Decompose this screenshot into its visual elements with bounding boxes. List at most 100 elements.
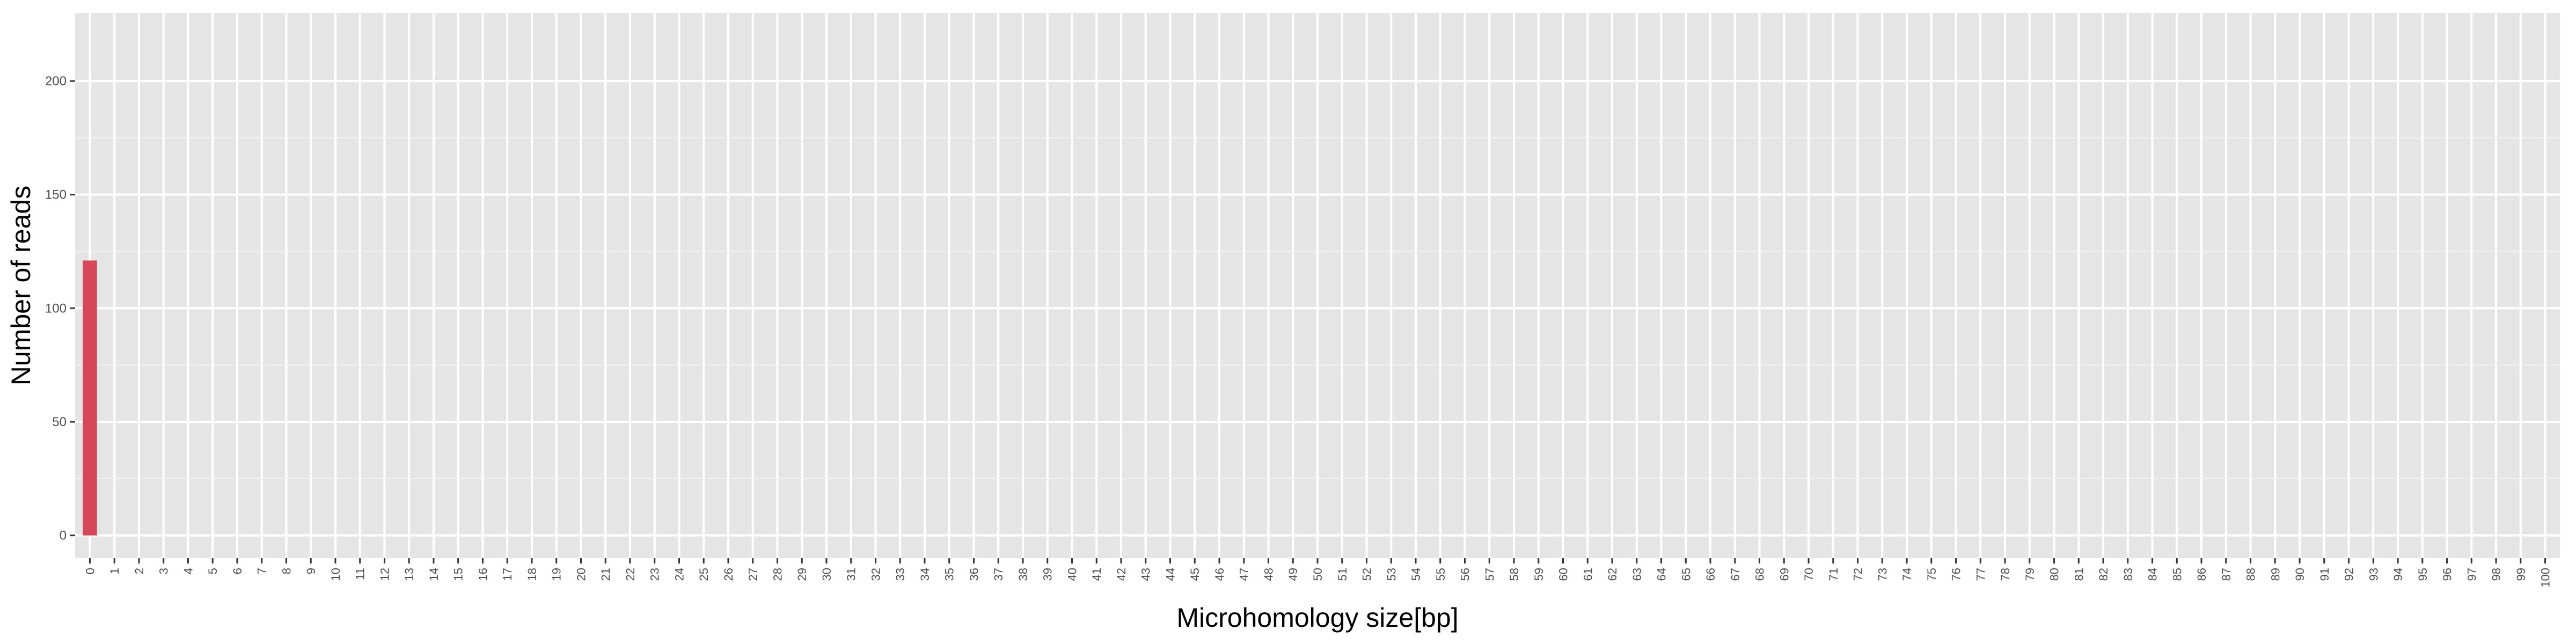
x-tick-label: 88 (2244, 568, 2258, 581)
x-tick-label: 52 (1360, 568, 1374, 581)
x-tick-label: 79 (2023, 568, 2037, 581)
x-tick-label: 7 (255, 568, 269, 574)
x-tick-label: 84 (2146, 568, 2160, 581)
x-tick-label: 5 (206, 568, 219, 574)
x-tick-label: 13 (402, 568, 416, 581)
x-tick-label: 44 (1163, 568, 1177, 581)
x-tick-label: 82 (2097, 568, 2110, 581)
x-tick-label: 15 (452, 568, 465, 581)
x-tick-label: 50 (1311, 568, 1324, 581)
x-tick-label: 66 (1704, 568, 1717, 581)
x-tick-label: 6 (231, 568, 244, 574)
x-tick-label: 35 (943, 568, 956, 581)
x-tick-label: 21 (599, 568, 612, 581)
x-tick-label: 89 (2268, 568, 2282, 581)
x-tick-label: 71 (1827, 568, 1840, 581)
x-tick-label: 97 (2465, 568, 2478, 581)
x-tick-label: 55 (1434, 568, 1447, 581)
x-tick-label: 23 (648, 568, 662, 581)
x-tick-label: 78 (1999, 568, 2012, 581)
x-tick-label: 20 (574, 568, 588, 581)
y-tick-label: 0 (60, 529, 67, 543)
x-tick-label: 27 (747, 568, 760, 581)
x-axis: 0 1 2 3 4 5 6 7 8 9 10 11 12 13 14 15 16 17 18 19 20 21 22 23 24… (83, 558, 2552, 588)
x-axis-title: Microhomology size[bp] (1176, 603, 1458, 633)
x-tick-label: 45 (1188, 568, 1202, 581)
y-tick-label: 200 (45, 74, 67, 89)
x-tick-label: 65 (1679, 568, 1693, 581)
x-tick-label: 58 (1507, 568, 1521, 581)
x-tick-label: 56 (1459, 568, 1472, 581)
x-tick-label: 36 (967, 568, 980, 581)
x-tick-label: 57 (1483, 568, 1496, 581)
x-tick-label: 85 (2170, 568, 2184, 581)
x-tick-label: 61 (1581, 568, 1594, 581)
x-tick-label: 70 (1802, 568, 1816, 581)
x-tick-label: 3 (157, 568, 171, 574)
x-tick-label: 1 (108, 568, 121, 574)
x-tick-label: 43 (1139, 568, 1153, 581)
x-tick-label: 76 (1950, 568, 1963, 581)
x-tick-label: 38 (1016, 568, 1030, 581)
x-tick-label: 16 (476, 568, 489, 581)
x-tick-label: 74 (1900, 568, 1914, 581)
x-tick-label: 29 (795, 568, 809, 581)
x-tick-label: 10 (329, 568, 342, 581)
x-tick-label: 19 (550, 568, 564, 581)
x-tick-label: 67 (1729, 568, 1742, 581)
x-tick-label: 30 (820, 568, 833, 581)
x-tick-label: 42 (1115, 568, 1128, 581)
x-tick-label: 90 (2293, 568, 2307, 581)
x-tick-label: 4 (181, 568, 195, 574)
x-tick-label: 24 (672, 568, 686, 581)
x-tick-label: 94 (2391, 568, 2405, 581)
y-tick-label: 150 (45, 188, 67, 202)
x-tick-label: 48 (1262, 568, 1275, 581)
x-tick-label: 77 (1974, 568, 1987, 581)
x-tick-label: 96 (2441, 568, 2454, 581)
x-tick-label: 17 (501, 568, 514, 581)
x-tick-label: 28 (771, 568, 784, 581)
x-tick-label: 87 (2220, 568, 2233, 581)
x-tick-label: 80 (2048, 568, 2061, 581)
x-tick-label: 14 (427, 568, 441, 581)
x-tick-label: 75 (1925, 568, 1938, 581)
y-axis: 0 50 100 150 200 (45, 74, 75, 543)
x-tick-label: 95 (2416, 568, 2429, 581)
x-tick-label: 22 (624, 568, 637, 581)
x-tick-label: 25 (697, 568, 711, 581)
x-tick-label: 69 (1777, 568, 1791, 581)
x-tick-label: 11 (354, 568, 367, 580)
x-tick-label: 39 (1041, 568, 1055, 581)
y-tick-label: 50 (52, 415, 67, 429)
x-tick-label: 12 (378, 568, 391, 581)
x-tick-label: 37 (992, 568, 1005, 581)
x-tick-label: 0 (83, 568, 97, 574)
x-tick-label: 51 (1336, 568, 1349, 581)
x-tick-label: 59 (1532, 568, 1546, 581)
x-tick-label: 60 (1557, 568, 1570, 581)
x-tick-label: 33 (894, 568, 907, 581)
x-tick-label: 98 (2490, 568, 2503, 581)
x-tick-label: 32 (869, 568, 882, 581)
x-tick-label: 68 (1753, 568, 1767, 581)
x-tick-label: 26 (722, 568, 735, 581)
x-tick-label: 47 (1238, 568, 1251, 581)
y-axis-title: Number of reads (6, 186, 36, 385)
x-tick-label: 72 (1851, 568, 1865, 581)
x-tick-label: 99 (2514, 568, 2528, 581)
x-tick-label: 8 (280, 568, 293, 574)
x-tick-label: 34 (918, 568, 932, 581)
x-tick-label: 40 (1065, 568, 1079, 581)
x-tick-label: 91 (2318, 568, 2331, 581)
x-tick-label: 81 (2072, 568, 2085, 581)
bar-0 (83, 260, 97, 536)
x-tick-label: 100 (2539, 568, 2552, 588)
bars (83, 260, 97, 536)
x-tick-label: 2 (133, 568, 146, 574)
x-tick-label: 64 (1655, 568, 1668, 581)
x-tick-label: 86 (2195, 568, 2208, 581)
x-tick-label: 92 (2343, 568, 2356, 581)
x-tick-label: 41 (1090, 568, 1103, 581)
